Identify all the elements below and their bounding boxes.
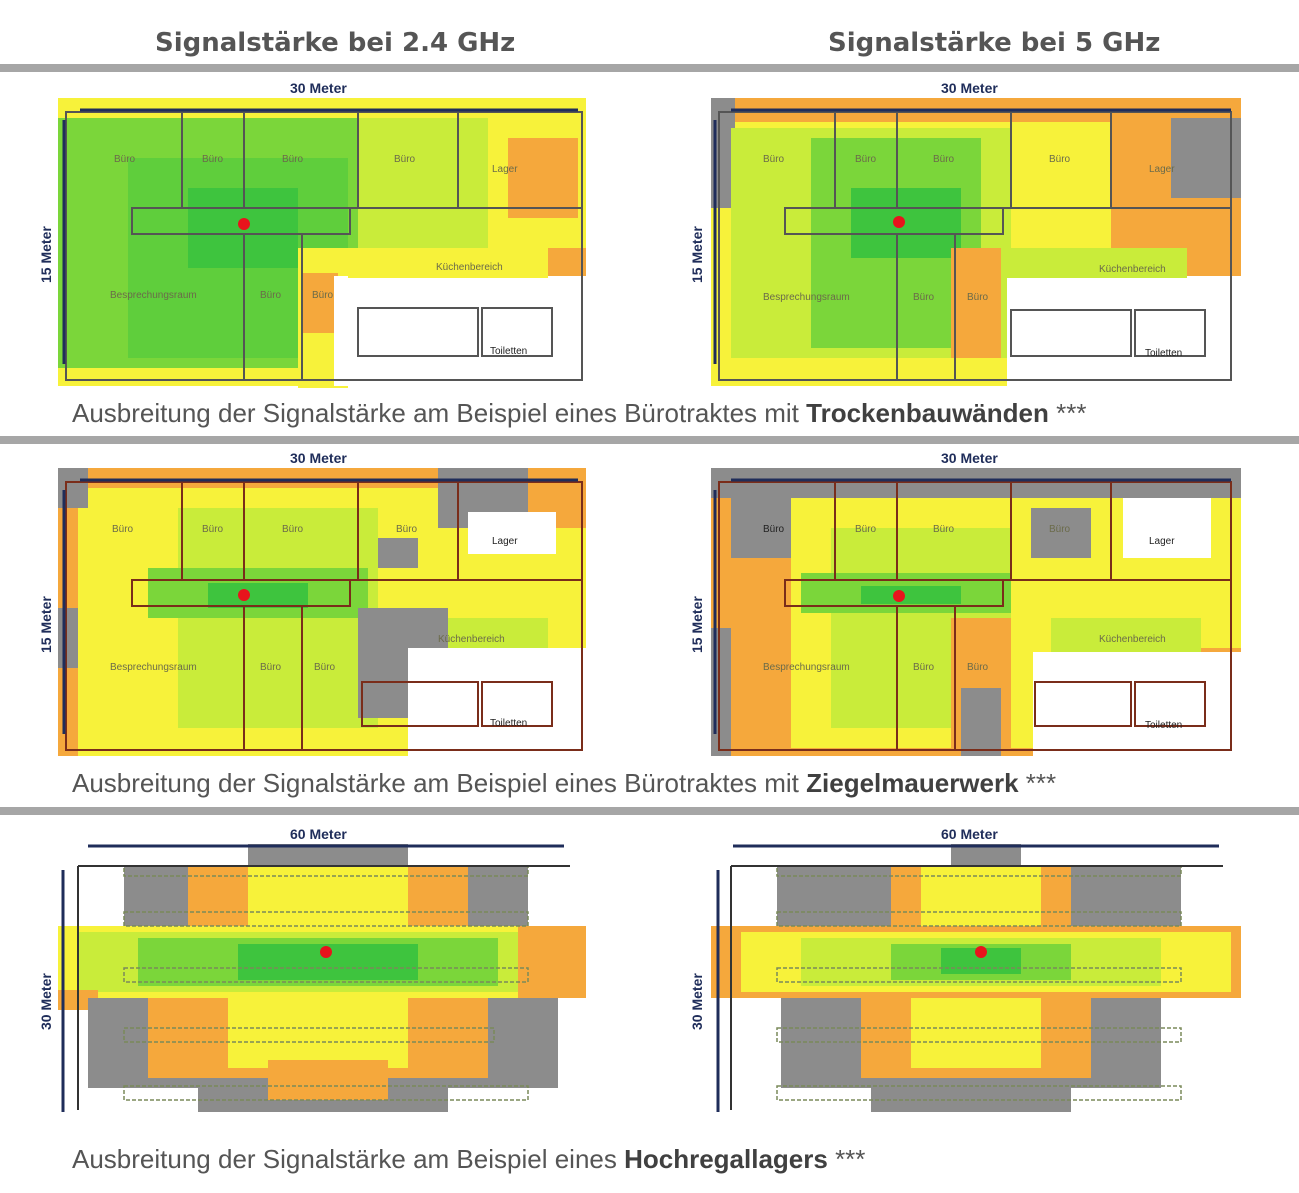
dim-height-label: 30 Meter (38, 973, 54, 1030)
room-label: Büro (260, 662, 282, 673)
dim-height-label: 15 Meter (689, 226, 705, 283)
divider-top (0, 64, 1299, 72)
room-label: Besprechungsraum (763, 292, 850, 303)
room-label: Lager (492, 164, 518, 175)
room-label: Küchenbereich (1099, 264, 1166, 275)
room-label: Büro (282, 154, 304, 165)
room-label: Büro (314, 662, 336, 673)
dim-height-label: 15 Meter (689, 596, 705, 653)
divider-bottom (0, 807, 1299, 815)
room-label: Toiletten (1145, 348, 1183, 359)
heatmap-warehouse-5ghz: 60 Meter 30 Meter (689, 826, 1241, 1120)
heatmap-drywall-2-4ghz: 30 Meter 15 Meter Büro Büro Büro Büro La… (38, 80, 586, 388)
room-label: Lager (492, 536, 518, 547)
caption-brick: Ausbreitung der Signalstärke am Beispiel… (72, 768, 1057, 798)
room-label: Büro (112, 524, 134, 535)
room-label: Büro (855, 524, 877, 535)
room-label: Büro (114, 154, 136, 165)
room-label: Büro (913, 662, 935, 673)
room-label: Küchenbereich (438, 634, 505, 645)
dim-width-label: 30 Meter (941, 450, 998, 466)
dim-width-label: 30 Meter (290, 450, 347, 466)
room-label: Büro (202, 154, 224, 165)
header-5ghz: Signalstärke bei 5 GHz (828, 28, 1161, 58)
header-2-4ghz: Signalstärke bei 2.4 GHz (155, 28, 516, 58)
room-label: Besprechungsraum (110, 662, 197, 673)
room-label: Büro (855, 154, 877, 165)
dim-width-label: 60 Meter (941, 826, 998, 842)
room-label: Küchenbereich (1099, 634, 1166, 645)
room-label: Büro (913, 292, 935, 303)
room-label: Büro (394, 154, 416, 165)
room-label: Büro (312, 290, 334, 301)
room-label: Toiletten (490, 718, 528, 729)
room-label: Büro (933, 154, 955, 165)
dim-height-label: 15 Meter (38, 596, 54, 653)
room-label: Toiletten (490, 346, 528, 357)
caption-warehouse: Ausbreitung der Signalstärke am Beispiel… (72, 1144, 866, 1174)
room-label: Büro (202, 524, 224, 535)
room-label: Besprechungsraum (763, 662, 850, 673)
caption-drywall: Ausbreitung der Signalstärke am Beispiel… (72, 398, 1087, 428)
room-label: Büro (763, 154, 785, 165)
room-label: Büro (933, 524, 955, 535)
dim-height-label: 15 Meter (38, 226, 54, 283)
room-label: Büro (1049, 154, 1071, 165)
room-label: Besprechungsraum (110, 290, 197, 301)
room-label: Büro (282, 524, 304, 535)
heatmap-warehouse-2-4ghz: 60 Meter 30 Meter (38, 826, 586, 1120)
room-label: Küchenbereich (436, 262, 503, 273)
room-label: Büro (763, 524, 785, 535)
room-label: Büro (967, 662, 989, 673)
room-label: Büro (967, 292, 989, 303)
room-label: Büro (396, 524, 418, 535)
dim-height-label: 30 Meter (689, 973, 705, 1030)
heatmap-brick-5ghz: 30 Meter 15 Meter Büro Büro Büro Büro La… (689, 450, 1241, 756)
divider-middle (0, 436, 1299, 444)
room-label: Lager (1149, 164, 1175, 175)
room-label: Toiletten (1145, 720, 1183, 731)
room-label: Büro (260, 290, 282, 301)
room-label: Lager (1149, 536, 1175, 547)
room-label: Büro (1049, 524, 1071, 535)
heatmap-brick-2-4ghz: 30 Meter 15 Meter Büro Büro Büro Büro La… (38, 450, 586, 756)
dim-width-label: 30 Meter (290, 80, 347, 96)
heatmap-drywall-5ghz: 30 Meter 15 Meter Büro Büro Büro Büro La… (689, 80, 1241, 386)
dim-width-label: 60 Meter (290, 826, 347, 842)
dim-width-label: 30 Meter (941, 80, 998, 96)
